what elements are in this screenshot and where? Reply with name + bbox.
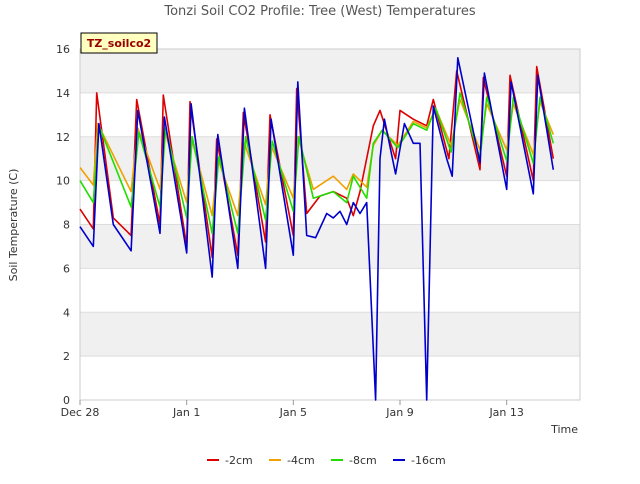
y-tick-label: 10 — [56, 175, 70, 188]
x-tick-label: Dec 28 — [61, 406, 100, 419]
site-badge-box — [80, 32, 158, 54]
grid-band — [80, 224, 580, 269]
y-tick-label: 6 — [63, 262, 70, 275]
grid-band — [80, 49, 580, 93]
x-axis-label: Time — [550, 423, 578, 436]
site-badge: TZ_soilco2 — [80, 32, 158, 54]
series-line16cmcm — [79, 57, 555, 401]
x-tick-label: Jan 13 — [488, 406, 523, 419]
y-tick-label: 16 — [56, 43, 70, 56]
plot-border — [79, 48, 581, 401]
legend-label: -4cm — [287, 454, 315, 467]
grid-band — [80, 92, 580, 137]
chart-title: Tonzi Soil CO2 Profile: Tree (West) Temp… — [163, 4, 476, 19]
x-tick-label: Jan 9 — [385, 406, 413, 419]
y-tick-label: 2 — [63, 350, 70, 363]
legend-label: -16cm — [411, 454, 446, 467]
y-tick-label: 14 — [56, 87, 70, 100]
y-tick-label: 0 — [63, 394, 70, 407]
legend-label: -2cm — [225, 454, 253, 467]
site-badge-label: TZ_soilco2 — [87, 37, 151, 50]
y-tick-label: 8 — [63, 219, 70, 232]
y-tick-label: 12 — [56, 131, 70, 144]
grid-band — [80, 312, 580, 357]
grid-band — [80, 180, 580, 225]
x-tick-label: Jan 5 — [279, 406, 307, 419]
y-axis-label: Soil Temperature (C) — [7, 169, 20, 282]
x-tick-label: Jan 1 — [172, 406, 200, 419]
grid-band — [80, 356, 580, 400]
legend: -2cm -4cm -8cm -16cm — [207, 454, 446, 467]
grid-band — [80, 268, 580, 313]
y-tick-label: 4 — [63, 306, 70, 319]
legend-label: -8cm — [349, 454, 377, 467]
